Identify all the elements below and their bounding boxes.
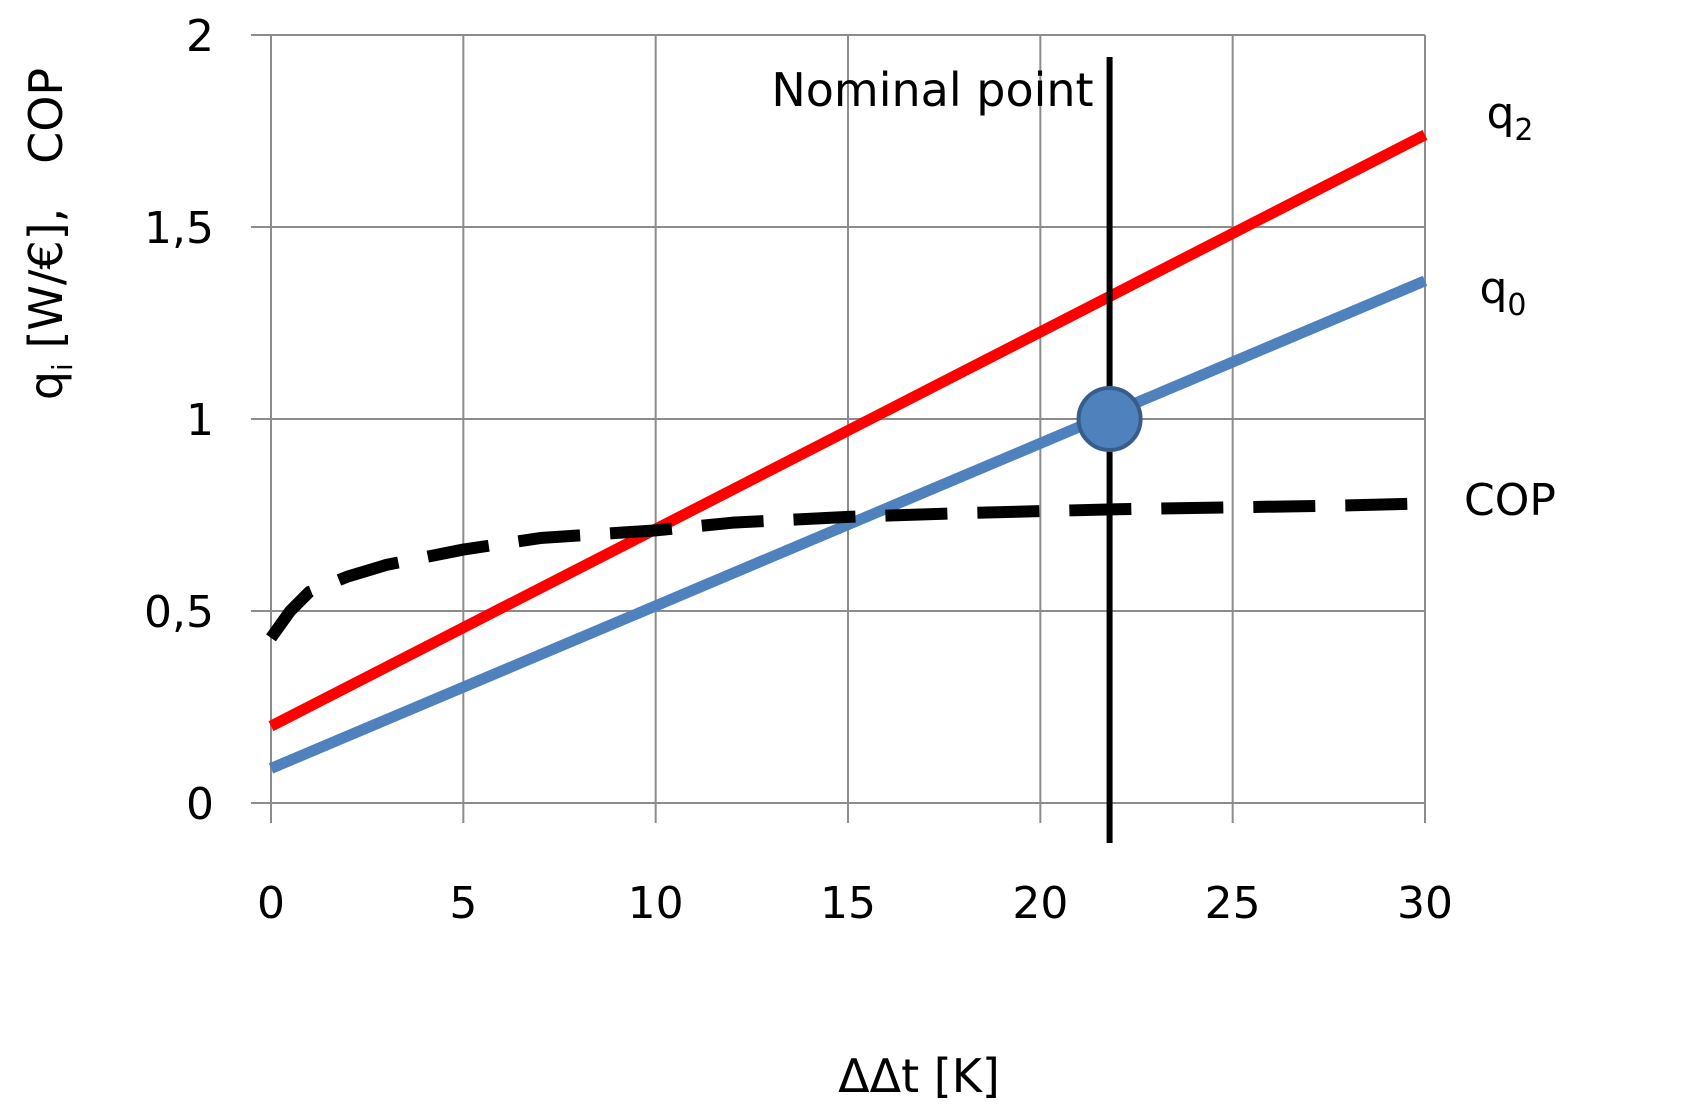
grid — [251, 34, 1426, 823]
x-tick-label: 15 — [820, 878, 876, 929]
x-axis-title: ΔΔt [K] — [838, 1049, 1000, 1103]
y-tick-label: 0 — [186, 779, 214, 830]
series-label-cop: COP — [1464, 475, 1556, 526]
x-tick-label: 25 — [1205, 878, 1261, 929]
series-label-q2: q2 — [1486, 88, 1533, 148]
series-line-cop — [266, 497, 1426, 642]
y-axis-title-rest: [W/€], COP — [19, 68, 73, 363]
y-tick-label: 0,5 — [144, 587, 214, 638]
y-tick-label: 1,5 — [144, 203, 214, 254]
series-group — [266, 129, 1428, 774]
series-labels: q2 q0 COP — [1464, 88, 1556, 526]
nominal-point-label: Nominal point — [771, 63, 1093, 117]
nominal-group: Nominal point — [771, 57, 1143, 843]
x-tick-label: 20 — [1012, 878, 1068, 929]
y-axis-title: qi [W/€], COP — [19, 68, 79, 400]
y-tick-label: 1 — [186, 395, 214, 446]
x-tick-labels: 0 5 10 15 20 25 30 — [257, 878, 1453, 929]
series-label-q0: q0 — [1479, 263, 1526, 323]
nominal-point-marker — [1076, 386, 1143, 452]
series-line-q2 — [268, 129, 1428, 732]
y-tick-label: 2 — [186, 11, 214, 62]
y-tick-labels: 0 0,5 1 1,5 2 — [144, 11, 214, 830]
series-line-q0 — [268, 275, 1428, 774]
x-tick-label: 5 — [449, 878, 477, 929]
y-axis-title-sub: i — [46, 363, 79, 371]
x-tick-label: 0 — [257, 878, 285, 929]
x-tick-label: 30 — [1397, 878, 1453, 929]
x-tick-label: 10 — [628, 878, 684, 929]
y-axis-title-q: q — [19, 371, 73, 400]
